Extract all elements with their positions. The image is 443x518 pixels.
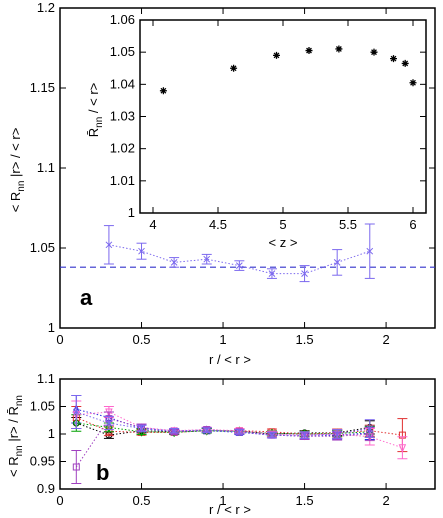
inset-data-point: [370, 48, 378, 56]
panel-b-xtick-label: 0: [56, 493, 63, 508]
svg-text:R̄nn / < r>: R̄nn / < r>: [86, 83, 105, 137]
panel-a-ytick-label: 1.1: [37, 160, 55, 175]
panel-b-ytick-label: 1.05: [30, 399, 55, 414]
panel-b-data-point: [72, 463, 80, 471]
inset-xlabel: < z >: [269, 235, 298, 250]
panel-a-ylabel: < Rnn |r> / < r>: [8, 128, 27, 213]
panel-b-xtick-label: 2: [382, 493, 389, 508]
panel-b-series-line: [76, 422, 370, 435]
panel-b-data-point: [203, 426, 211, 434]
panel-b-data-point: [72, 408, 80, 416]
panel-b-letter: b: [96, 460, 109, 485]
inset-panel: 4 4.5 5 5.5 6 1 1.01 1.02 1.03 1.04 1.05 1.06 < z >…: [86, 12, 427, 250]
inset-xtick-label: 5: [279, 217, 286, 232]
panel-b: 0 0.5 1 1.5 2 0.9 0.95 1 1.05 1.1 b r / < r > < R…: [6, 371, 436, 517]
inset-ytick-label: 1.06: [110, 12, 135, 27]
inset-data-point: [335, 45, 343, 53]
panel-b-xtick-label: 0.5: [132, 493, 150, 508]
inset-data-point: [230, 64, 238, 72]
panel-b-data-point: [105, 422, 113, 433]
panel-a-xtick-label: 0: [56, 332, 63, 347]
panel-a-data-point: [105, 241, 113, 249]
inset-ytick-label: 1.05: [110, 44, 135, 59]
inset-frame: [139, 19, 427, 214]
panel-b-ytick-label: 0.95: [30, 454, 55, 469]
panel-b-ytick-label: 1.1: [37, 371, 55, 386]
panel-b-data-point: [333, 430, 341, 438]
panel-b-data-point: [301, 431, 308, 439]
panel-a-data-point: [170, 259, 178, 266]
panel-a-ytick-label: 1.05: [30, 240, 55, 255]
inset-data-point: [159, 87, 167, 95]
panel-b-data-point: [235, 427, 244, 436]
panel-b-series-line: [76, 408, 370, 437]
panel-b-ytick-label: 0.9: [37, 481, 55, 496]
panel-a-data-point: [235, 262, 243, 269]
inset-xtick-label: 4.5: [209, 217, 227, 232]
inset-data-point: [305, 47, 313, 55]
panel-a-letter: a: [80, 285, 93, 310]
inset-ytick-label: 1.01: [110, 173, 135, 188]
inset-ytick-label: 1.02: [110, 141, 135, 156]
inset-data: [159, 45, 417, 95]
inset-ylabel: R̄nn / < r>: [86, 83, 105, 137]
inset-data-point: [273, 51, 280, 59]
panel-b-xlabel: r / < r >: [209, 502, 251, 517]
panel-a-data-point: [366, 247, 374, 255]
panel-a-data-point: [333, 259, 341, 266]
panel-a-data-point: [203, 255, 211, 263]
panel-a-ytick-label: 1: [48, 320, 55, 335]
panel-a-series-0: [103, 223, 375, 283]
inset-data-point: [409, 79, 417, 87]
panel-b-data-point: [138, 425, 145, 432]
panel-a-ticks: 0 0.5 1 1.5 2 1 1.05 1.1 1.15 1.2: [30, 0, 435, 347]
panel-a-xtick-label: 1: [219, 332, 226, 347]
panel-a-xtick-label: 1.5: [296, 332, 314, 347]
panel-b-xtick-label: 1.5: [296, 493, 314, 508]
panel-b-data-point: [105, 419, 113, 427]
inset-data-point: [401, 59, 409, 67]
inset-data-point: [390, 55, 397, 63]
panel-b-xtick-label: 1: [219, 493, 226, 508]
panel-b-data: [71, 395, 408, 484]
panel-a-xlabel: r / < r >: [209, 352, 251, 367]
panel-b-series-5: [71, 411, 375, 484]
inset-ytick-label: 1.04: [110, 76, 135, 91]
inset-xtick-label: 6: [409, 217, 416, 232]
panel-b-series-line: [75, 418, 370, 468]
panel-b-data-point: [170, 427, 178, 435]
panel-b-data-point: [398, 444, 407, 454]
inset-ticks: 4 4.5 5 5.5 6 1 1.01 1.02 1.03 1.04 1.05 1.06: [110, 12, 426, 232]
panel-b-data-point: [366, 425, 374, 432]
inset-series-0: [159, 45, 417, 95]
panel-a-data-point: [301, 270, 308, 277]
panel-a-xtick-label: 2: [382, 332, 389, 347]
panel-a-data-point: [138, 247, 145, 255]
svg-text:< Rnn |r> / R̄nn: < Rnn |r> / R̄nn: [6, 395, 25, 477]
inset-ytick-label: 1: [128, 205, 135, 220]
panel-a-xtick-label: 0.5: [132, 332, 150, 347]
inset-xtick-label: 5.5: [339, 217, 357, 232]
panel-b-ytick-label: 1: [48, 426, 55, 441]
panel-b-series-line: [76, 411, 403, 449]
inset-xtick-label: 4: [149, 217, 156, 232]
panel-a-ytick-label: 1.2: [37, 0, 55, 15]
panel-b-data-point: [268, 431, 276, 439]
panel-b-data-point: [235, 428, 243, 436]
panel-a-ytick-label: 1.15: [30, 80, 55, 95]
panel-b-ticks: 0 0.5 1 1.5 2 0.9 0.95 1 1.05 1.1: [30, 371, 435, 508]
panel-a-data: [60, 223, 435, 283]
panel-b-series-6: [71, 395, 375, 439]
inset-ytick-label: 1.03: [110, 109, 135, 124]
svg-text:< Rnn |r> / < r>: < Rnn |r> / < r>: [8, 128, 27, 213]
panel-b-ylabel: < Rnn |r> / R̄nn: [6, 395, 25, 477]
panel-a-data-point: [268, 270, 276, 277]
